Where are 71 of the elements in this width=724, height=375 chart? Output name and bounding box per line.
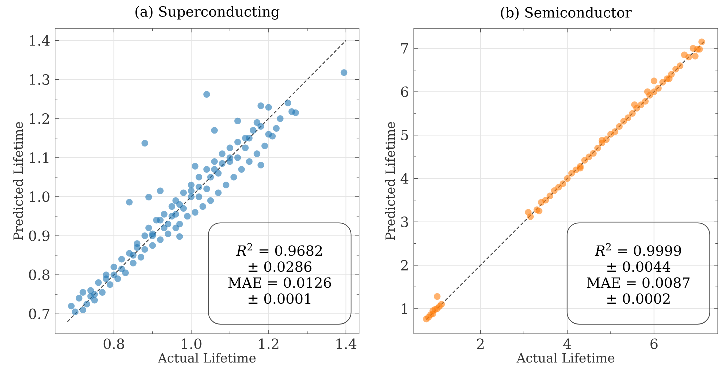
- x-tick-label: 6: [650, 338, 658, 350]
- annotation: ± 0.0001: [248, 294, 311, 304]
- point: [638, 102, 645, 108]
- x-tick-label: 0.8: [104, 338, 124, 350]
- point: [546, 192, 554, 200]
- point: [551, 188, 558, 194]
- y-tick-label: 3: [401, 216, 408, 228]
- point: [434, 293, 441, 300]
- annotation: MAE = 0.0126: [228, 278, 332, 288]
- point: [620, 118, 628, 125]
- annotation: ± 0.0286: [248, 262, 312, 272]
- point: [586, 154, 593, 160]
- point: [568, 170, 576, 177]
- y-tick-label: 1.1: [30, 152, 49, 164]
- y-tick-label: 0.8: [29, 270, 50, 280]
- point: [692, 53, 699, 60]
- point: [650, 88, 658, 96]
- point: [594, 145, 602, 152]
- y-tick-label: 1.2: [30, 114, 50, 124]
- x-tick-label: 1.2: [259, 338, 279, 350]
- annotation: MAE = 0.0087: [587, 278, 690, 288]
- point: [644, 88, 652, 96]
- point: [430, 308, 436, 314]
- point: [438, 301, 446, 308]
- point: [642, 98, 649, 105]
- y-tick-label: 2: [401, 260, 408, 271]
- chart-title: (a) Superconducting: [136, 6, 280, 20]
- point: [696, 46, 704, 53]
- point: [542, 197, 550, 204]
- point: [556, 184, 562, 191]
- x-axis-title: Actual Lifetime: [158, 353, 256, 363]
- point: [666, 76, 673, 82]
- point: [560, 180, 567, 188]
- y-tick-label: 1.3: [30, 74, 50, 86]
- x-tick-label: 1.0: [182, 338, 202, 350]
- point: [629, 110, 636, 118]
- point: [624, 114, 632, 122]
- point: [598, 137, 606, 144]
- y-tick-label: 6: [401, 86, 408, 98]
- point: [612, 128, 619, 136]
- x-axis-title: Actual Lifetime: [516, 353, 615, 363]
- point: [676, 62, 684, 70]
- y-tick-label: 1.0: [30, 192, 50, 202]
- x-tick-label: 2: [477, 338, 484, 350]
- y-axis-title: Predicted Lifetime: [13, 122, 24, 240]
- point: [527, 214, 534, 220]
- y-tick-label: 0.7: [29, 308, 50, 320]
- point: [564, 175, 571, 182]
- y-tick-label: 0.9: [29, 230, 50, 242]
- chart-title: (b) Semiconductor: [501, 7, 632, 20]
- point: [582, 157, 588, 164]
- annotation: R$^{2}$ = 0.9682: [236, 243, 322, 256]
- point: [631, 102, 638, 108]
- y-tick-label: 5: [402, 130, 408, 141]
- x-tick-label: 4: [564, 338, 572, 350]
- y-tick-label: 1.4: [30, 35, 50, 46]
- point: [616, 123, 623, 130]
- y-axis-title: Predicted Lifetime: [385, 122, 396, 240]
- point: [590, 150, 597, 157]
- y-tick-label: 1: [402, 304, 408, 314]
- point: [698, 38, 706, 46]
- y-tick-label: 7: [402, 44, 408, 54]
- annotation: R$^{2}$ = 0.9999: [594, 243, 682, 256]
- x-tick-label: 1.4: [336, 338, 357, 350]
- point: [536, 208, 543, 215]
- point: [686, 54, 692, 61]
- annotation: ± 0.0044: [608, 262, 671, 272]
- annotation: ± 0.0002: [608, 294, 670, 304]
- point: [655, 85, 662, 92]
- point: [650, 78, 658, 84]
- y-tick-label: 4: [400, 174, 409, 184]
